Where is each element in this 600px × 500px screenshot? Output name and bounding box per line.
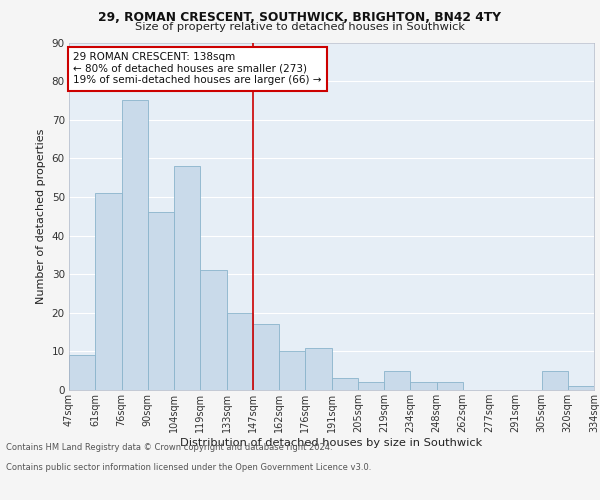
Bar bbox=[121, 100, 148, 390]
Bar bbox=[305, 348, 331, 390]
Bar bbox=[69, 355, 95, 390]
Bar bbox=[200, 270, 227, 390]
Bar bbox=[437, 382, 463, 390]
Bar bbox=[148, 212, 174, 390]
Text: Contains HM Land Registry data © Crown copyright and database right 2024.: Contains HM Land Registry data © Crown c… bbox=[6, 444, 332, 452]
Text: 29, ROMAN CRESCENT, SOUTHWICK, BRIGHTON, BN42 4TY: 29, ROMAN CRESCENT, SOUTHWICK, BRIGHTON,… bbox=[98, 11, 502, 24]
Bar bbox=[174, 166, 200, 390]
Text: 29 ROMAN CRESCENT: 138sqm
← 80% of detached houses are smaller (273)
19% of semi: 29 ROMAN CRESCENT: 138sqm ← 80% of detac… bbox=[73, 52, 322, 86]
Bar bbox=[384, 370, 410, 390]
Bar bbox=[358, 382, 384, 390]
Y-axis label: Number of detached properties: Number of detached properties bbox=[36, 128, 46, 304]
X-axis label: Distribution of detached houses by size in Southwick: Distribution of detached houses by size … bbox=[181, 438, 482, 448]
Text: Size of property relative to detached houses in Southwick: Size of property relative to detached ho… bbox=[135, 22, 465, 32]
Bar bbox=[95, 193, 121, 390]
Text: Contains public sector information licensed under the Open Government Licence v3: Contains public sector information licen… bbox=[6, 464, 371, 472]
Bar bbox=[568, 386, 594, 390]
Bar bbox=[253, 324, 279, 390]
Bar bbox=[542, 370, 568, 390]
Bar bbox=[410, 382, 437, 390]
Bar bbox=[279, 352, 305, 390]
Bar bbox=[227, 313, 253, 390]
Bar bbox=[331, 378, 358, 390]
